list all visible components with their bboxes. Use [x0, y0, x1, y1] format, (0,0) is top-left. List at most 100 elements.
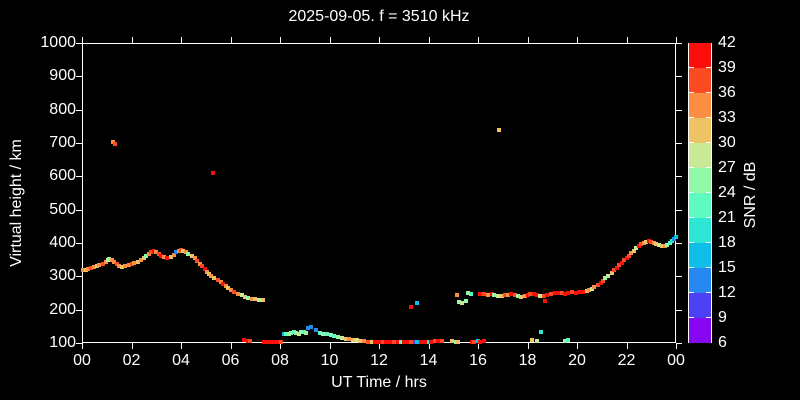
echo-point	[123, 264, 128, 269]
echo-point	[388, 340, 393, 344]
colorbar-notch	[689, 67, 694, 68]
echo-point	[654, 242, 659, 247]
echo-point	[221, 282, 226, 287]
colorbar-segment	[689, 218, 711, 243]
echo-point	[530, 337, 535, 342]
echo-point	[264, 340, 269, 345]
echo-point	[109, 257, 114, 262]
snr-colorbar	[688, 43, 712, 343]
x-tick-mark	[280, 343, 281, 349]
echo-point	[384, 340, 389, 345]
x-tick-mark	[527, 37, 529, 43]
echo-point	[519, 294, 524, 299]
echo-point	[391, 340, 396, 345]
colorbar-segment	[689, 293, 711, 318]
echo-point	[369, 340, 374, 344]
echo-point	[245, 295, 250, 300]
echo-point	[186, 251, 191, 256]
colorbar-tick-label: 30	[718, 134, 736, 151]
colorbar-tick-label: 9	[718, 309, 727, 326]
colorbar-segment	[689, 118, 711, 143]
colorbar-label: SNR / dB	[742, 161, 759, 229]
x-tick-mark	[379, 343, 380, 349]
echo-point	[200, 264, 205, 269]
echo-point	[492, 293, 497, 298]
echo-point	[228, 288, 233, 293]
y-tick-label: 600	[49, 167, 76, 185]
echo-point	[440, 339, 445, 343]
echo-point	[660, 244, 665, 248]
y-tick-mark	[76, 76, 82, 78]
echo-point	[577, 290, 582, 295]
y-tick-mark	[676, 276, 682, 278]
echo-point	[428, 339, 433, 344]
echo-point	[450, 339, 454, 344]
echo-point	[86, 267, 91, 271]
colorbar-notch	[689, 242, 694, 243]
colorbar-segment	[689, 93, 711, 118]
echo-point	[556, 290, 561, 295]
echo-point	[409, 340, 414, 345]
echo-point	[336, 335, 341, 339]
echo-point	[146, 251, 151, 256]
echo-point	[566, 291, 571, 295]
echo-point	[171, 253, 176, 257]
x-tick-mark	[329, 343, 331, 349]
x-tick-mark	[527, 343, 529, 349]
echo-point	[426, 340, 431, 344]
echo-point	[453, 340, 458, 344]
y-tick-mark	[676, 143, 682, 144]
x-tick-mark	[230, 343, 232, 349]
echo-point	[609, 271, 614, 276]
echo-point	[581, 290, 586, 294]
echo-point	[261, 340, 266, 344]
echo-point	[531, 291, 536, 296]
echo-point	[541, 294, 546, 298]
echo-point	[149, 250, 154, 255]
y-tick-label: 500	[49, 200, 76, 218]
y-tick-mark	[76, 109, 82, 111]
echo-point	[373, 340, 378, 344]
echo-point	[325, 332, 330, 337]
echo-point	[112, 142, 117, 147]
echo-point	[617, 263, 622, 267]
echo-point	[549, 292, 553, 297]
echo-point	[670, 239, 675, 244]
echo-point	[422, 340, 427, 345]
echo-point	[584, 289, 589, 294]
colorbar-notch	[706, 267, 711, 268]
echo-point	[562, 291, 567, 296]
echo-point	[313, 327, 318, 332]
x-tick-mark	[82, 37, 83, 43]
echo-point	[412, 340, 417, 344]
echo-point	[482, 291, 487, 296]
echo-point	[197, 261, 202, 266]
y-tick-mark	[676, 343, 682, 344]
echo-point	[552, 291, 557, 296]
echo-point	[83, 267, 88, 272]
echo-point	[181, 249, 186, 254]
echo-point	[469, 339, 474, 344]
colorbar-notch	[706, 317, 711, 318]
echo-point	[527, 292, 532, 297]
echo-point	[589, 287, 594, 291]
echo-point	[169, 255, 174, 259]
echo-point	[117, 264, 122, 268]
colorbar-notch	[706, 92, 711, 93]
colorbar-segment	[689, 68, 711, 93]
echo-point	[619, 260, 624, 265]
echo-point	[598, 281, 603, 285]
echo-point	[212, 276, 217, 281]
echo-point	[539, 330, 544, 335]
echo-point	[303, 330, 308, 335]
x-tick-mark	[181, 37, 182, 43]
y-tick-label: 800	[49, 100, 76, 118]
colorbar-notch	[689, 117, 694, 118]
y-tick-mark	[76, 176, 82, 178]
echo-point	[291, 330, 296, 335]
echo-point	[235, 291, 240, 296]
echo-point	[629, 251, 634, 256]
echo-point	[415, 300, 420, 305]
echo-point	[358, 338, 363, 343]
colorbar-segment	[689, 318, 711, 343]
